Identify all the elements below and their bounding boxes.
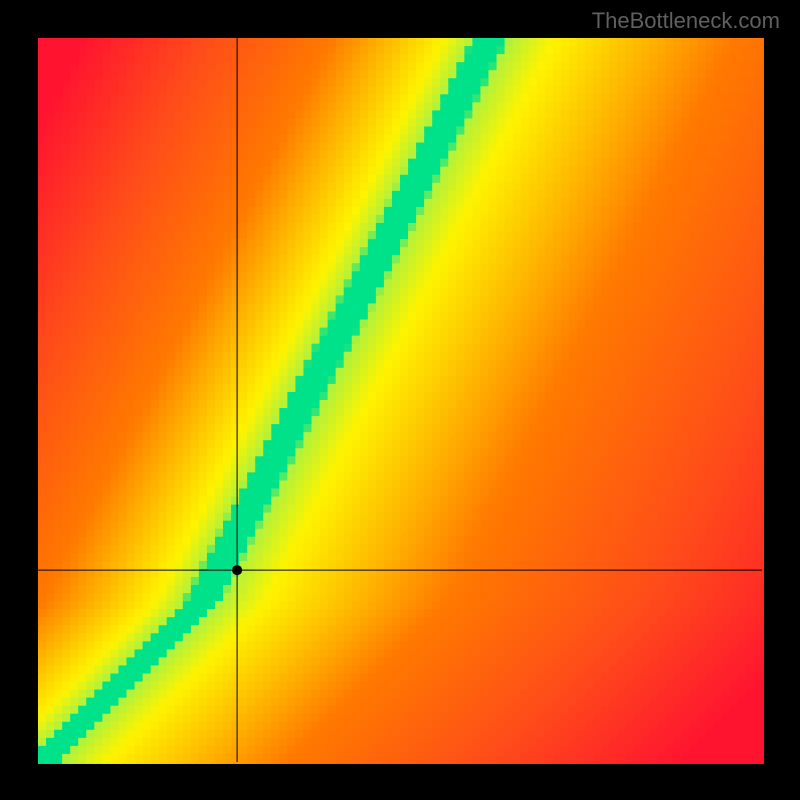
bottleneck-heatmap [0,0,800,800]
chart-container: TheBottleneck.com [0,0,800,800]
watermark-text: TheBottleneck.com [592,8,780,34]
